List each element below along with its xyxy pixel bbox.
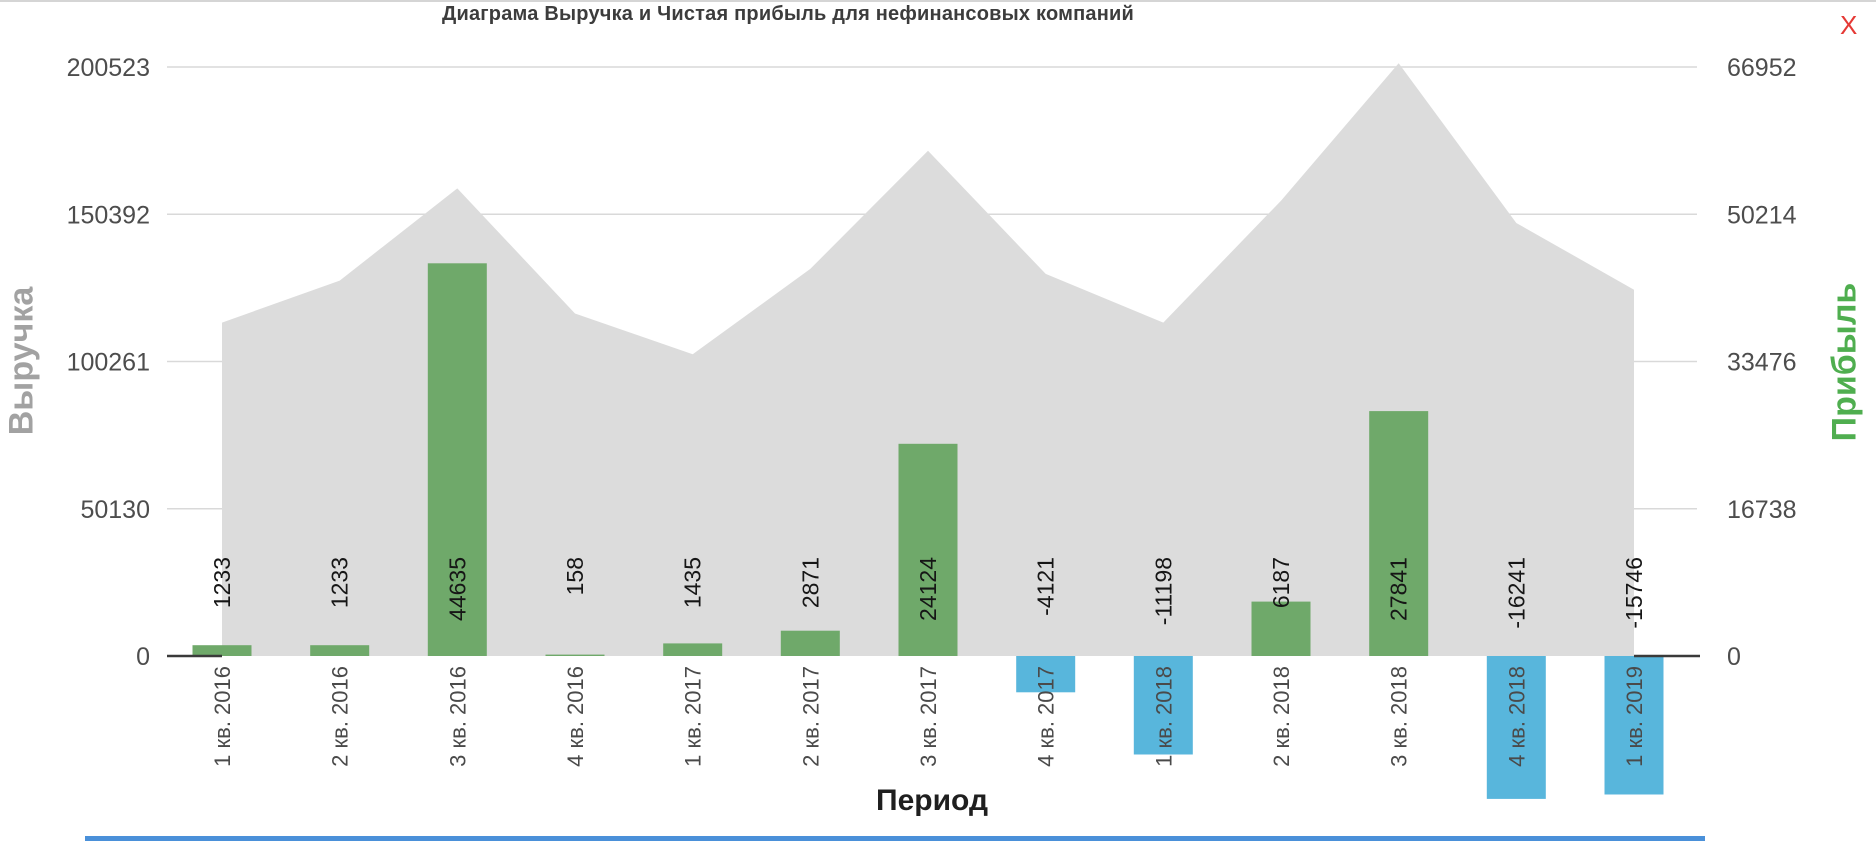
bar-value-label: -16241 (1503, 557, 1529, 629)
profit-bar[interactable] (1251, 601, 1311, 656)
x-tick-label: 1 кв. 2017 (681, 666, 706, 767)
profit-bar[interactable] (1369, 411, 1429, 656)
left-axis-tick-label: 150392 (67, 201, 150, 229)
profit-bar[interactable] (780, 630, 840, 656)
left-axis-tick-label: 100261 (67, 349, 150, 377)
bottom-panel-edge (85, 836, 1705, 841)
bar-value-label: 27841 (1386, 557, 1412, 621)
x-tick-label: 4 кв. 2016 (563, 666, 588, 767)
profit-bar[interactable] (898, 443, 958, 656)
x-tick-label: 2 кв. 2016 (328, 666, 353, 767)
bar-value-label: 1435 (680, 557, 706, 608)
close-button[interactable]: X (1834, 10, 1863, 40)
x-tick-label: 1 кв. 2018 (1151, 666, 1176, 767)
profit-bar[interactable] (1486, 656, 1546, 799)
right-axis-tick-label: 50214 (1727, 201, 1797, 229)
right-axis-tick-label: 16738 (1727, 496, 1797, 524)
profit-bar[interactable] (663, 643, 723, 656)
bar-value-label: 158 (562, 557, 588, 595)
bar-value-label: -4121 (1033, 557, 1059, 616)
chart-title: Диаграма Выручка и Чистая прибыль для не… (442, 3, 1134, 25)
bar-value-label: 24124 (915, 557, 941, 621)
profit-bar[interactable] (192, 645, 252, 656)
left-axis-tick-label: 50130 (80, 496, 150, 524)
x-tick-label: 4 кв. 2017 (1034, 666, 1059, 767)
bar-value-label: -15746 (1621, 557, 1647, 629)
bar-value-label: 1233 (209, 557, 235, 608)
profit-bar[interactable] (427, 263, 487, 656)
right-axis-tick-label: 66952 (1727, 54, 1797, 82)
x-tick-label: 1 кв. 2016 (210, 666, 235, 767)
right-axis-tick-label: 0 (1727, 643, 1741, 671)
profit-bar[interactable] (545, 654, 605, 656)
x-tick-label: 3 кв. 2016 (445, 666, 470, 767)
profit-bar[interactable] (1016, 656, 1076, 693)
bar-value-label: 2871 (797, 557, 823, 608)
x-tick-label: 3 кв. 2017 (916, 666, 941, 767)
x-tick-label: 1 кв. 2019 (1622, 666, 1647, 767)
left-axis-tick-label: 0 (136, 643, 150, 671)
x-tick-label: 4 кв. 2018 (1504, 666, 1529, 767)
profit-bar[interactable] (1604, 656, 1664, 795)
x-tick-label: 2 кв. 2018 (1269, 666, 1294, 767)
top-divider (0, 0, 1876, 2)
x-axis-title: Период (876, 784, 988, 817)
bar-value-label: -11198 (1150, 557, 1176, 625)
left-axis-tick-label: 200523 (67, 54, 150, 82)
right-axis-tick-label: 33476 (1727, 349, 1797, 377)
bar-value-label: 44635 (444, 557, 470, 621)
profit-bar[interactable] (310, 645, 370, 656)
bar-value-label: 1233 (327, 557, 353, 608)
bar-value-label: 6187 (1268, 557, 1294, 608)
profit-bar[interactable] (1133, 656, 1193, 755)
revenue-area-series[interactable] (222, 63, 1634, 656)
x-tick-label: 2 кв. 2017 (798, 666, 823, 767)
x-tick-label: 3 кв. 2018 (1387, 666, 1412, 767)
